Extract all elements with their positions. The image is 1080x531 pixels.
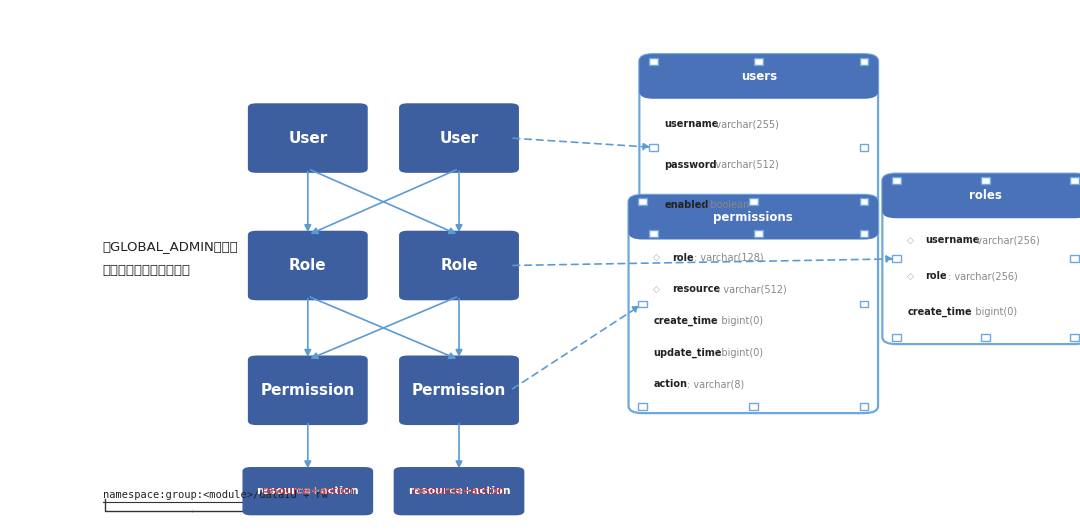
Bar — [860, 301, 868, 307]
Text: : varchar(256): : varchar(256) — [971, 235, 1040, 245]
Bar — [981, 334, 989, 341]
FancyBboxPatch shape — [400, 230, 518, 301]
Text: password: password — [664, 160, 717, 170]
Bar — [860, 57, 868, 64]
Text: : varchar(128): : varchar(128) — [694, 253, 764, 263]
Bar — [649, 230, 658, 237]
Text: User: User — [288, 131, 327, 145]
Bar — [649, 57, 658, 64]
Text: User: User — [440, 131, 478, 145]
Text: roles: roles — [969, 190, 1002, 202]
Bar — [754, 230, 762, 237]
Text: create_time: create_time — [907, 307, 972, 317]
Text: : boolean: : boolean — [703, 200, 748, 210]
Bar — [896, 198, 1075, 211]
Text: : varchar(512): : varchar(512) — [717, 285, 786, 294]
Bar — [638, 198, 647, 205]
Bar — [860, 144, 868, 151]
FancyBboxPatch shape — [393, 467, 525, 515]
Bar — [750, 198, 758, 205]
Bar — [1070, 177, 1079, 184]
Text: resource+action: resource+action — [407, 486, 511, 496]
FancyBboxPatch shape — [629, 195, 878, 239]
Text: update_time: update_time — [653, 347, 721, 358]
Bar — [643, 219, 864, 233]
Text: enabled: enabled — [664, 200, 708, 210]
FancyBboxPatch shape — [639, 54, 878, 99]
Bar — [860, 198, 868, 205]
Text: Permission: Permission — [260, 383, 355, 398]
FancyBboxPatch shape — [882, 174, 1080, 218]
Text: : bigint(0): : bigint(0) — [715, 348, 764, 357]
Text: Role: Role — [441, 258, 477, 273]
FancyBboxPatch shape — [400, 103, 518, 173]
Text: namespace:group:<module>/dataId + rw: namespace:group:<module>/dataId + rw — [103, 490, 327, 500]
Text: create_time: create_time — [653, 316, 718, 326]
Text: ◇: ◇ — [653, 285, 660, 294]
Text: action: action — [653, 379, 687, 389]
FancyBboxPatch shape — [247, 103, 367, 173]
Text: 色创建、用户创建和授权: 色创建、用户创建和授权 — [103, 264, 190, 277]
Bar — [638, 301, 647, 307]
FancyBboxPatch shape — [882, 174, 1080, 344]
Bar — [649, 144, 658, 151]
Text: resource+action: resource+action — [261, 486, 354, 496]
Text: users: users — [741, 70, 777, 83]
Text: : varchar(256): : varchar(256) — [948, 271, 1017, 281]
Bar — [860, 230, 868, 237]
FancyBboxPatch shape — [247, 230, 367, 301]
Text: role: role — [926, 271, 947, 281]
Text: Permission: Permission — [411, 383, 507, 398]
Bar — [892, 334, 901, 341]
Text: : varchar(512): : varchar(512) — [710, 160, 779, 170]
Bar — [981, 177, 989, 184]
Text: resource+action: resource+action — [256, 486, 360, 496]
Text: permissions: permissions — [714, 211, 793, 224]
Bar — [892, 255, 901, 262]
Bar — [860, 403, 868, 410]
Text: resource: resource — [672, 285, 720, 294]
Text: username: username — [926, 235, 980, 245]
Bar — [1070, 255, 1079, 262]
Bar — [754, 57, 762, 64]
FancyBboxPatch shape — [247, 356, 367, 425]
Text: ◇: ◇ — [907, 236, 914, 245]
FancyBboxPatch shape — [629, 195, 878, 413]
FancyBboxPatch shape — [400, 356, 518, 425]
FancyBboxPatch shape — [242, 467, 374, 515]
Bar — [653, 78, 864, 92]
Text: resource+action: resource+action — [413, 486, 505, 496]
Text: role: role — [672, 253, 693, 263]
Text: : varchar(8): : varchar(8) — [687, 379, 744, 389]
Bar — [638, 403, 647, 410]
Bar — [892, 177, 901, 184]
Text: username: username — [664, 119, 718, 129]
Text: ◇: ◇ — [653, 253, 660, 262]
Bar — [1070, 334, 1079, 341]
Bar — [750, 403, 758, 410]
Text: : bigint(0): : bigint(0) — [969, 307, 1017, 317]
Text: ◇: ◇ — [907, 271, 914, 280]
Text: : varchar(255): : varchar(255) — [710, 119, 779, 129]
Text: 由GLOBAL_ADMIN进行角: 由GLOBAL_ADMIN进行角 — [103, 241, 239, 253]
Text: : bigint(0): : bigint(0) — [715, 316, 764, 326]
FancyBboxPatch shape — [639, 54, 878, 241]
Text: Role: Role — [289, 258, 326, 273]
